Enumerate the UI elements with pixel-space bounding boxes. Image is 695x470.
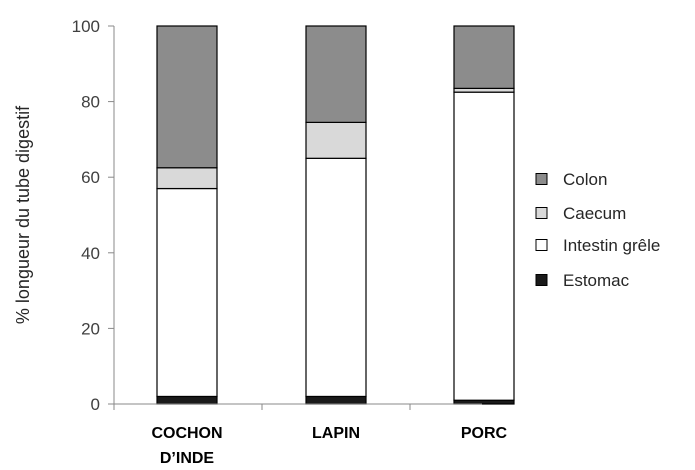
y-tick-label: 20 <box>81 319 100 338</box>
y-tick-label: 100 <box>72 17 100 36</box>
legend-label: Intestin grêle <box>563 236 660 255</box>
y-tick-label: 60 <box>81 168 100 187</box>
legend-label: Colon <box>563 170 607 189</box>
x-axis: COCHON D’INDE LAPIN PORC <box>113 403 508 467</box>
legend-label: Estomac <box>563 271 630 290</box>
bar-segment-estomac <box>156 395 218 405</box>
y-axis-title: % longueur du tube digestif <box>13 105 33 324</box>
bar-segment-intestin-grle <box>156 187 218 398</box>
x-category-label: COCHON D’INDE <box>151 425 222 467</box>
bar-segment-colon <box>305 25 367 123</box>
bar-segment-intestin-grle <box>305 157 367 398</box>
legend-swatch <box>535 173 548 185</box>
legend-swatch <box>535 207 548 219</box>
bar-segment-colon <box>156 25 218 169</box>
bar-segment-caecum <box>156 167 218 190</box>
legend-swatch <box>535 239 548 251</box>
y-tick-label: 40 <box>81 244 100 263</box>
x-category-label: LAPIN <box>312 425 360 442</box>
bar-segment-colon <box>453 25 515 89</box>
y-axis: 0 20 40 60 80 100 <box>72 17 115 414</box>
bar-segment-estomac <box>305 395 367 405</box>
bar-segment-caecum <box>305 121 367 159</box>
legend-swatch <box>535 274 548 286</box>
bars <box>156 25 515 405</box>
y-tick-label: 80 <box>81 93 100 112</box>
legend-label: Caecum <box>563 204 626 223</box>
legend: Colon Caecum Intestin grêle Estomac <box>535 170 660 290</box>
y-tick-label: 0 <box>91 395 100 414</box>
x-category-label: PORC <box>461 425 508 442</box>
bar-segment-intestin-grle <box>453 91 515 401</box>
